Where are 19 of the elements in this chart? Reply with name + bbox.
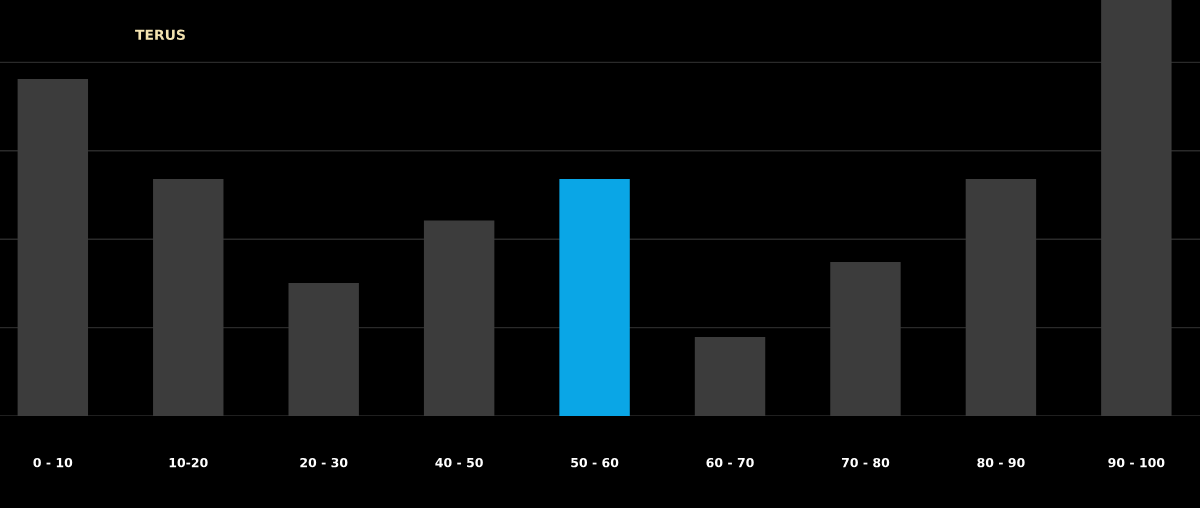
bar (830, 262, 901, 416)
x-tick-label: 20 - 30 (300, 457, 348, 468)
bar (559, 178, 630, 416)
annotation: TERUS (135, 29, 185, 41)
bar (694, 336, 766, 416)
x-tick-label: 90 - 100 (1108, 457, 1165, 468)
bar (17, 79, 89, 416)
x-tick-label: 60 - 70 (706, 457, 754, 468)
bar (965, 178, 1037, 416)
bar (288, 282, 359, 416)
x-tick-label: 50 - 60 (571, 457, 619, 468)
x-tick-label: 10-20 (169, 457, 208, 468)
bar (1101, 0, 1172, 416)
bar (423, 220, 495, 416)
x-tick-label: 80 - 90 (977, 457, 1025, 468)
x-tick-label: 70 - 80 (841, 457, 890, 468)
x-tick-label: 0 - 10 (33, 457, 73, 468)
bar (153, 178, 224, 416)
x-tick-label: 40 - 50 (435, 457, 483, 468)
